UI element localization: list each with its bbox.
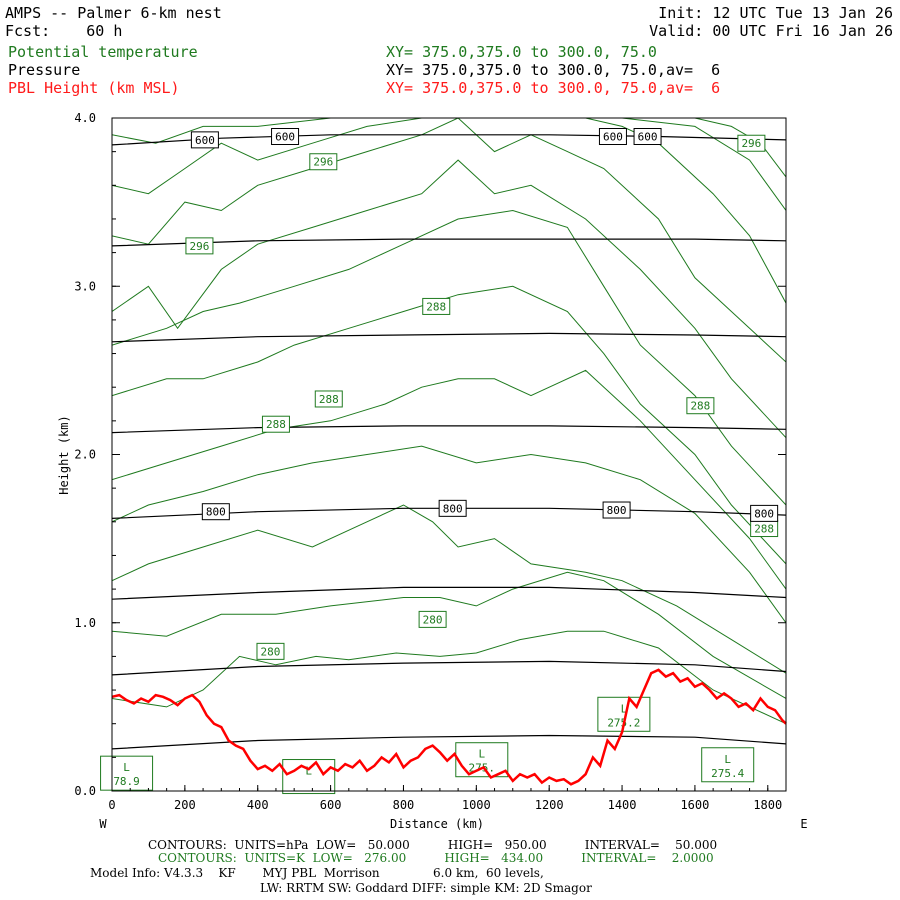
pressure-contour-info: CONTOURS: UNITS=hPa LOW= 50.000 HIGH= 95… — [148, 838, 718, 852]
pressure-contour-label-box — [750, 504, 779, 522]
theta-contour-label: 288 — [319, 393, 339, 406]
x-tick-label: 800 — [393, 798, 415, 812]
field-pressure-xy: XY= 375.0,375.0 to 300.0, 75.0,av= 6 — [386, 61, 721, 79]
low-center-marker: L — [621, 702, 628, 715]
low-center-marker: L — [123, 761, 130, 774]
low-center-marker: L — [724, 753, 731, 766]
theta-contour — [112, 369, 786, 590]
pressure-contour-label-box — [598, 128, 627, 146]
theta-contour-label: 288 — [754, 523, 774, 536]
pbl-height-line — [111, 668, 787, 786]
field-pressure-name: Pressure — [8, 61, 81, 79]
theta-contour-label-box — [737, 134, 766, 152]
pressure-contour — [112, 332, 786, 343]
theta-contour-label-box — [314, 390, 343, 408]
theta-contour-label: 280 — [261, 645, 281, 658]
field-pbl-name: PBL Height (km MSL) — [8, 79, 180, 97]
low-center-box — [597, 696, 651, 732]
pressure-contour-label-box — [602, 501, 631, 519]
pressure-contour-label: 800 — [443, 502, 463, 515]
x-tick-label: 1400 — [608, 798, 637, 812]
pressure-contour-label: 800 — [754, 507, 774, 520]
low-center-box — [701, 747, 755, 783]
pressure-contour-label: 600 — [275, 131, 295, 144]
x-tick-label: 400 — [247, 798, 269, 812]
x-axis-label: Distance (km) — [390, 817, 484, 831]
low-center-marker: L — [478, 748, 485, 761]
east-label: E — [800, 817, 807, 831]
low-center-value: 78.9 — [113, 775, 140, 788]
y-tick-label: 1.0 — [74, 616, 96, 630]
forecast-hour: Fcst: 60 h — [5, 22, 123, 40]
pressure-contour — [112, 507, 786, 519]
theta-contour-label: 288 — [266, 418, 286, 431]
pressure-contour — [112, 586, 786, 600]
x-tick-label: 0 — [108, 798, 115, 812]
theta-contour-label-box — [256, 642, 285, 660]
theta-contour-label-box — [422, 297, 451, 315]
low-center-box — [100, 755, 154, 791]
pressure-contour-label: 800 — [206, 506, 226, 519]
west-label: W — [99, 817, 107, 831]
theta-contour-label-box — [686, 397, 715, 415]
theta-contour-label: 288 — [690, 400, 710, 413]
theta-contour — [112, 118, 786, 211]
theta-contour — [112, 571, 786, 699]
pressure-contour-label-box — [438, 499, 467, 517]
low-center-box — [282, 759, 336, 795]
y-tick-label: 0.0 — [74, 784, 96, 798]
pressure-contour-label-box — [201, 503, 230, 521]
theta-contour-info: CONTOURS: UNITS=K LOW= 276.00 HIGH= 434.… — [158, 851, 714, 865]
pressure-contour-label: 600 — [638, 131, 658, 144]
field-theta-xy: XY= 375.0,375.0 to 300.0, 75.0 — [386, 43, 657, 61]
low-center-value: 275.4 — [711, 767, 744, 780]
pressure-contour — [112, 734, 786, 750]
field-theta-name: Potential temperature — [8, 43, 198, 61]
x-tick-label: 1600 — [680, 798, 709, 812]
theta-contour — [112, 209, 786, 506]
pressure-contour-label: 600 — [195, 134, 215, 147]
pressure-contour-label-box — [271, 128, 300, 146]
theta-contour — [112, 445, 786, 624]
model-info: Model Info: V4.3.3 KF MYJ PBL Morrison 6… — [90, 866, 544, 880]
theta-contour-label: 280 — [423, 613, 443, 626]
y-axis-label: Height (km) — [57, 415, 71, 494]
x-tick-label: 1200 — [535, 798, 564, 812]
theta-contour-label-box — [261, 415, 290, 433]
pressure-contour-label-box — [633, 128, 662, 146]
theta-contour-label-box — [309, 153, 338, 171]
y-tick-label: 4.0 — [74, 111, 96, 125]
x-tick-label: 1800 — [753, 798, 782, 812]
theta-contour — [112, 630, 786, 725]
pressure-contour-label: 800 — [607, 504, 627, 517]
x-tick-label: 200 — [174, 798, 196, 812]
pressure-contour-label: 600 — [603, 131, 623, 144]
valid-time: Valid: 00 UTC Fri 16 Jan 26 — [649, 22, 893, 40]
y-tick-label: 3.0 — [74, 279, 96, 293]
low-center-box — [455, 742, 509, 778]
theta-contour-label-box — [185, 237, 214, 255]
theta-contour-label: 296 — [190, 240, 210, 253]
theta-contour — [112, 159, 786, 439]
theta-contour-label-box — [418, 610, 447, 628]
pressure-contour-label-box — [190, 131, 219, 149]
model-title: AMPS -- Palmer 6-km nest — [5, 4, 222, 22]
pressure-contour — [112, 238, 786, 247]
theta-contour — [112, 504, 786, 674]
field-pbl-xy: XY= 375.0,375.0 to 300.0, 75.0,av= 6 — [386, 79, 721, 97]
x-tick-label: 600 — [320, 798, 342, 812]
theta-contour — [112, 285, 786, 565]
theta-contour-label: 288 — [426, 300, 446, 313]
pressure-contour — [112, 660, 786, 676]
init-time: Init: 12 UTC Tue 13 Jan 26 — [658, 4, 893, 22]
model-info-physics: LW: RRTM SW: Goddard DIFF: simple KM: 2D… — [260, 881, 592, 895]
low-center-marker: L — [305, 765, 312, 778]
pressure-contour — [112, 425, 786, 434]
x-tick-label: 1000 — [462, 798, 491, 812]
theta-contour — [112, 118, 786, 304]
y-tick-label: 2.0 — [74, 448, 96, 462]
theta-contour-label: 296 — [741, 137, 761, 150]
theta-contour-label: 296 — [313, 156, 333, 169]
